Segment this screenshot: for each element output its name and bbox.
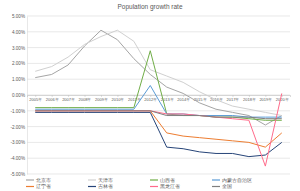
x-tick: 2010年 [111, 95, 124, 102]
legend-item: 北京市 [26, 177, 51, 183]
x-tick-label: 2014年 [177, 97, 190, 102]
y-tick-label: 1.00% [12, 77, 25, 82]
y-tick: -1.00% [10, 109, 27, 114]
y-tick-label: 0.00% [12, 93, 25, 98]
title: Population growth rate [117, 3, 182, 11]
series-line [35, 111, 282, 119]
x-tick-label: 2018年 [243, 97, 256, 102]
x-tick-label: 2012年 [144, 97, 157, 102]
legend-swatch [150, 179, 158, 180]
legend-item: 吉林省 [88, 183, 113, 189]
x-tick-label: 2009年 [95, 97, 108, 102]
legend-swatch [88, 179, 96, 180]
y-tick-label: 3.00% [12, 46, 25, 51]
legend: 北京市 天津市 山西省 内蒙古自治区辽宁省 吉林省 黑龙江省 全国 [26, 177, 252, 190]
series-line [35, 51, 282, 121]
y-tick: -4.00% [10, 156, 27, 161]
x-tick: 2016年 [210, 95, 223, 102]
legend-label: 北京市 [36, 177, 51, 183]
grid-line [27, 31, 290, 32]
grid-line [27, 16, 290, 17]
legend-swatch [26, 186, 34, 187]
y-tick-label: 2.00% [12, 61, 25, 66]
x-tick-label: 2019年 [259, 97, 272, 102]
x-tick-label: 2008年 [79, 97, 92, 102]
x-tick-label: 2017年 [227, 97, 240, 102]
legend-label: 全国 [222, 183, 232, 189]
x-tick: 2017年 [227, 95, 240, 102]
grid-line [27, 63, 290, 64]
y-tick-label: -5.00% [10, 172, 25, 177]
series-line [35, 30, 282, 115]
legend-swatch [26, 179, 34, 180]
series-line [35, 112, 282, 156]
x-tick: 2009年 [95, 95, 108, 102]
x-tick-label: 2006年 [46, 97, 59, 102]
grid-line [27, 47, 290, 48]
y-tick: 3.00% [12, 46, 27, 51]
legend-label: 黑龙江省 [160, 183, 180, 189]
y-tick: -3.00% [10, 140, 27, 145]
legend-swatch [212, 186, 220, 187]
y-tick: 2.00% [12, 61, 27, 66]
y-tick-label: -2.00% [10, 125, 25, 130]
x-tick-label: 2005年 [29, 97, 42, 102]
y-tick: 5.00% [12, 14, 27, 19]
y-tick: 1.00% [12, 77, 27, 82]
x-tick: 2006年 [46, 95, 59, 102]
y-tick: -5.00% [10, 172, 27, 177]
legend-swatch [212, 179, 220, 180]
x-tick: 2005年 [29, 95, 42, 102]
y-tick-label: -1.00% [10, 109, 25, 114]
x-tick: 2007年 [62, 95, 75, 102]
x-tick: 2012年 [144, 95, 157, 102]
legend-item: 天津市 [88, 177, 113, 183]
legend-label: 辽宁省 [36, 183, 51, 189]
chart: Population growth rate -5.00% -4.00% -3.00%… [0, 0, 300, 191]
y-axis: -5.00% -4.00% -3.00% -2.00% -1.00% 0.00% 1.00%… [10, 14, 27, 177]
legend-item: 辽宁省 [26, 183, 51, 189]
grid-line [27, 174, 290, 175]
legend-swatch [150, 186, 158, 187]
y-tick-label: -4.00% [10, 156, 25, 161]
x-tick: 2020年 [276, 95, 289, 102]
x-tick-label: 2020年 [276, 97, 289, 102]
x-tick: 2008年 [79, 95, 92, 102]
series-line [35, 93, 282, 166]
y-tick: -2.00% [10, 125, 27, 130]
x-tick-label: 2011年 [128, 97, 141, 102]
legend-label: 天津市 [98, 177, 113, 183]
grid-line [27, 158, 290, 159]
x-tick: 2011年 [128, 95, 141, 102]
y-tick-label: -3.00% [10, 140, 25, 145]
x-tick-label: 2010年 [111, 97, 124, 102]
legend-label: 吉林省 [98, 183, 113, 189]
x-tick: 2019年 [259, 95, 272, 102]
grid-line [27, 79, 290, 80]
y-tick: 0.00% [12, 93, 27, 98]
legend-item: 黑龙江省 [150, 183, 180, 189]
series-line [35, 30, 282, 125]
legend-item: 全国 [212, 183, 232, 189]
y-tick-label: 5.00% [12, 14, 25, 19]
x-tick-label: 2007年 [62, 97, 75, 102]
grid [27, 16, 290, 174]
legend-item: 山西省 [150, 177, 175, 183]
legend-label: 内蒙古自治区 [222, 177, 252, 183]
legend-label: 山西省 [160, 177, 175, 183]
y-tick: 4.00% [12, 30, 27, 35]
lines [35, 30, 282, 166]
x-tick: 2018年 [243, 95, 256, 102]
plot: -5.00% -4.00% -3.00% -2.00% -1.00% 0.00% 1.00%… [10, 14, 290, 177]
legend-swatch [88, 186, 96, 187]
legend-item: 内蒙古自治区 [212, 177, 252, 183]
y-tick-label: 4.00% [12, 30, 25, 35]
